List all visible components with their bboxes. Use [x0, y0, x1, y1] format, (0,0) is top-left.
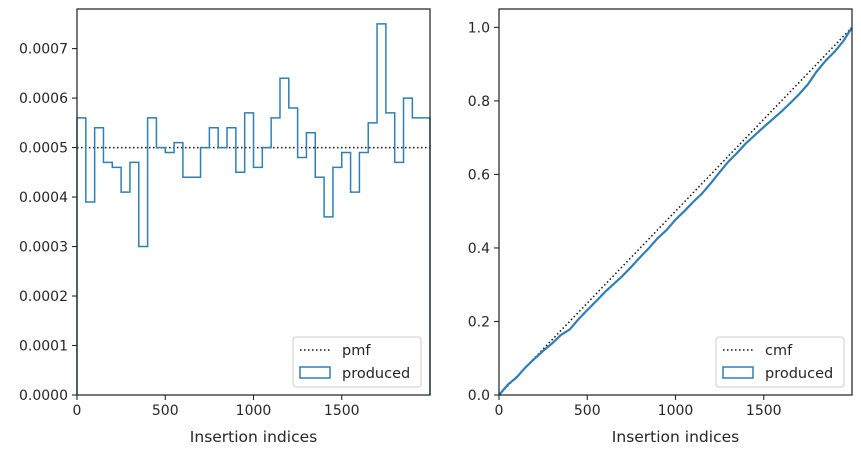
y-tick-label-0: 0.0	[468, 388, 490, 404]
axes-right: 0 500 1000 1500 0.0 0.2 0.4 0.6 0.8 1.0	[468, 8, 853, 419]
x-tick-label-2: 1000	[236, 403, 272, 419]
y-tick-label-1: 0.2	[468, 314, 490, 330]
y-tick-label-3: 0.6	[468, 167, 490, 183]
series-layer-left	[76, 23, 431, 395]
x-tick-label-1: 500	[574, 403, 601, 419]
y-tick-label-5: 1.0	[468, 20, 490, 36]
pmf-histogram-panel: 0 500 1000 1500 0.0000 0.0001 0.0002 0.0003 0.00…	[19, 8, 431, 446]
y-tick-label-5: 0.0005	[19, 141, 68, 157]
x-tick-label-2: 1000	[658, 403, 694, 419]
y-tick-label-2: 0.4	[468, 241, 490, 257]
y-tick-label-4: 0.0004	[19, 190, 68, 206]
x-tick-label-0: 0	[73, 403, 82, 419]
legend-cmf-label: cmf	[765, 343, 793, 359]
legend-pmf-label: pmf	[342, 343, 371, 359]
y-tick-label-2: 0.0002	[19, 289, 68, 305]
x-tick-label-3: 1500	[324, 403, 360, 419]
x-axis-label-right: Insertion indices	[612, 428, 739, 446]
x-tick-label-1: 500	[152, 403, 179, 419]
x-axis-label-left: Insertion indices	[190, 428, 317, 446]
plot-area-left	[77, 9, 430, 395]
plot-area-right	[499, 9, 852, 395]
legend-right: cmf produced	[715, 336, 845, 388]
y-tick-label-4: 0.8	[468, 94, 490, 110]
legend-produced-marker-right	[722, 366, 754, 379]
x-tick-label-3: 1500	[746, 403, 782, 419]
y-tick-label-1: 0.0001	[19, 339, 68, 355]
legend-produced-label-left: produced	[342, 366, 410, 382]
axes-left: 0 500 1000 1500 0.0000 0.0001 0.0002 0.0003 0.00…	[19, 8, 431, 419]
y-tick-label-7: 0.0007	[19, 42, 68, 58]
x-tick-label-0: 0	[495, 403, 504, 419]
cmf-reference-line	[498, 26, 853, 396]
legend-produced-marker-left	[299, 366, 331, 379]
series-layer-right	[498, 26, 853, 396]
legend-produced-label-right: produced	[765, 366, 833, 382]
legend-left: pmf produced	[292, 336, 422, 388]
cmf-panel: 0 500 1000 1500 0.0 0.2 0.4 0.6 0.8 1.0 Insertion…	[468, 8, 853, 446]
y-tick-label-6: 0.0006	[19, 91, 68, 107]
y-tick-label-3: 0.0003	[19, 240, 68, 256]
y-tick-label-0: 0.0000	[19, 388, 68, 404]
produced-step-outline	[76, 23, 431, 395]
